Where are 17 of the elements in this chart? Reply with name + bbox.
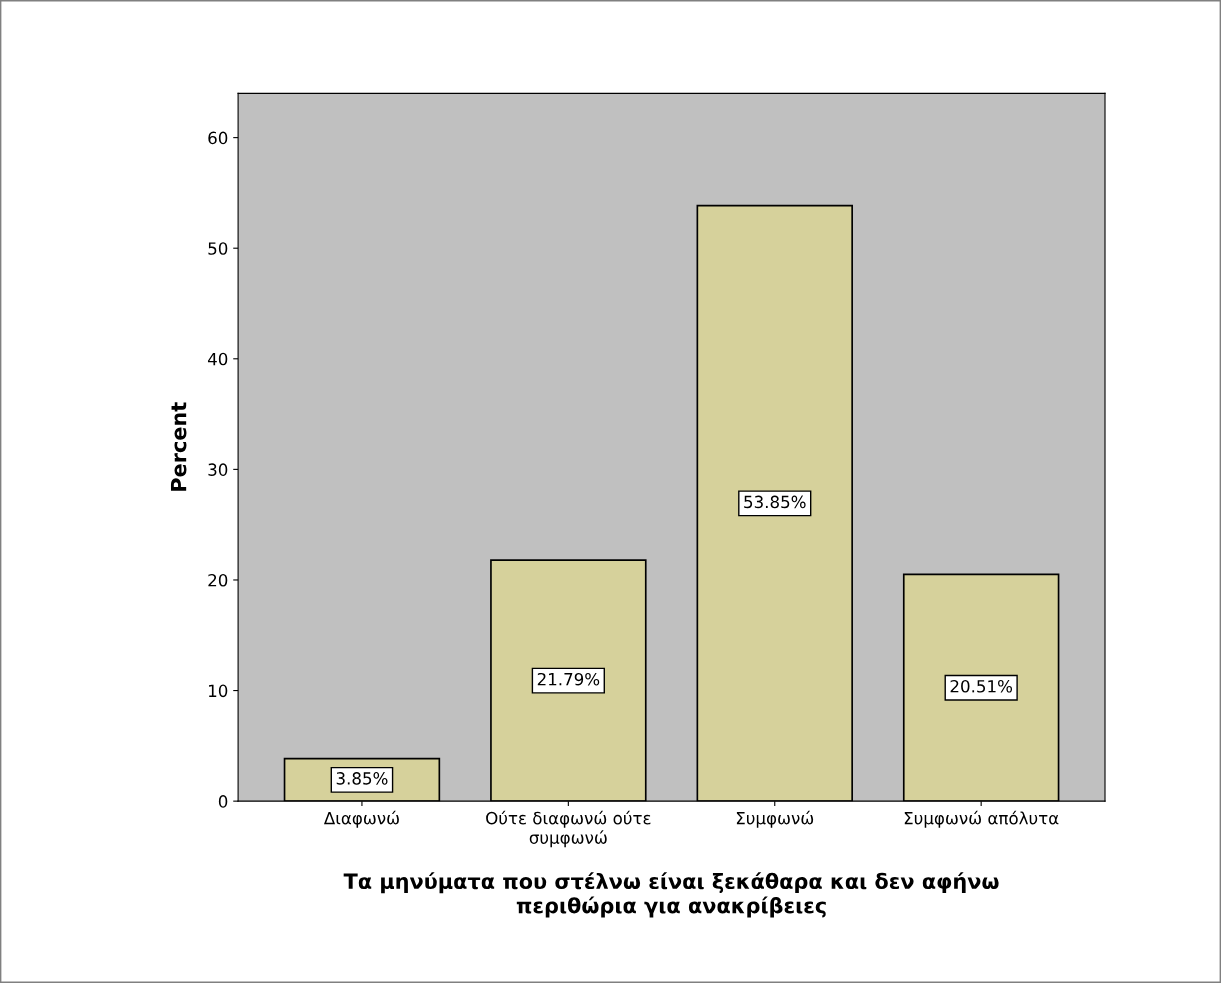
x-axis-title: Τα μηνύματα που στέλνω είναι ξεκάθαρα και δεν αφήνω περιθώρια για ανακρίβειες	[343, 872, 999, 918]
x-tick-label: Ούτε διαφωνώ ούτε συμφωνώ	[486, 810, 651, 848]
y-tick-label: 60	[208, 131, 228, 145]
y-tick-label: 50	[208, 242, 228, 255]
x-tick-label: Συμφωνώ	[736, 810, 814, 828]
y-tick-label: 40	[207, 352, 228, 366]
y-axis-title: Percent	[170, 402, 187, 491]
data-label: 20.51%	[950, 679, 1013, 693]
y-tick-label: 10	[209, 684, 228, 698]
data-label: 21.79%	[537, 672, 600, 686]
y-tick-label: 30	[208, 463, 228, 476]
x-tick-label: Συμφωνώ απόλυτα	[904, 810, 1059, 828]
y-tick-label: 20	[208, 573, 228, 587]
data-label: 3.85%	[336, 772, 388, 785]
x-tick-label: Διαφωνώ	[323, 810, 399, 828]
y-tick-label: 0	[218, 795, 228, 808]
data-label: 53.85%	[744, 495, 806, 509]
